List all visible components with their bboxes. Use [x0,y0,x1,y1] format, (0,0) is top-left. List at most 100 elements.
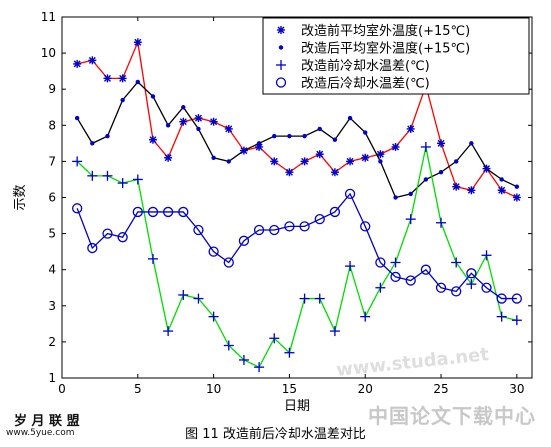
marker-circle [496,293,507,304]
marker-dot [499,177,504,182]
y-tick-label: 9 [48,82,56,96]
y-tick-label: 5 [48,227,56,241]
marker-dot [272,133,277,139]
x-axis-label: 日期 [284,399,310,414]
series-4-point [178,206,189,218]
series-3-point [72,156,83,167]
series-3-point [147,253,158,264]
series-2-point [74,115,80,121]
y-tick-label: 1 [48,371,56,385]
series-1-point [103,74,112,83]
marker-dot [287,133,292,139]
series-4-point [511,293,522,304]
series-4-point [360,221,371,232]
series-2-point [135,79,141,85]
series-1-point [224,124,233,133]
x-tick-label: 5 [134,382,142,396]
series-2-point [499,177,504,182]
series-4-point [162,206,174,218]
x-tick-label: 0 [58,382,66,396]
legend-marker-2 [278,45,284,50]
series-4-point [481,282,492,293]
series-1-point [148,135,157,144]
x-tick-label: 10 [206,382,221,396]
marker-dot [241,148,247,153]
y-tick-label: 2 [48,335,56,349]
marker-stroke [361,154,369,162]
marker-circle [72,203,83,214]
marker-stroke [179,118,187,126]
marker-stroke [513,194,521,201]
series-2-point [332,137,338,142]
series-4-point [117,232,128,243]
marker-stroke [210,118,218,126]
series-2-point [181,105,186,110]
series-1-point [315,150,324,159]
marker-stroke [331,168,339,176]
series-4-point [299,221,310,232]
marker-dot [105,133,110,139]
series-2-point [423,177,429,182]
series-4-point [238,235,250,246]
marker-dot [74,115,80,121]
series-3-point [208,311,219,322]
series-3-point [511,315,522,326]
legend-marker-1 [277,26,285,34]
series-2-point [484,166,489,171]
marker-circle [147,206,159,218]
series-4-point [466,268,477,279]
series-3-point [436,217,447,228]
series-line-4 [76,192,517,300]
marker-stroke [164,154,172,162]
marker-stroke [103,74,111,82]
series-2-point [150,94,156,99]
series-1-point [376,150,385,159]
series-2-point [393,195,398,200]
marker-dot [256,141,262,146]
marker-circle [102,228,113,239]
x-tick-label: 25 [433,382,448,396]
series-3-point [420,141,431,152]
x-tick-label: 30 [509,382,524,396]
marker-dot [90,141,95,146]
series-1-point [406,124,415,133]
figure-caption: 图 11 改造前后冷却水温差对比 [185,427,366,442]
series-1-point [361,153,370,162]
marker-dot [484,166,489,171]
series-4-point [147,206,159,218]
legend-marker-4 [275,77,287,88]
marker-circle [420,264,432,275]
series-3-point [193,293,204,304]
series-3-point [132,174,143,185]
marker-circle [238,235,250,246]
series-4-point [390,271,401,283]
series-3-point [329,326,340,337]
series-4-point [314,214,325,225]
series-line-2 [76,81,518,199]
marker-dot [302,133,307,139]
series-3-point [360,311,371,322]
series-2-point [256,141,262,146]
series-3-point [390,257,401,268]
y-tick-label: 7 [48,154,56,168]
marker-stroke [88,56,96,64]
series-4-point [87,242,98,254]
marker-circle [193,224,204,236]
series-4-point [405,275,416,286]
series-1-point [209,117,218,126]
series-4-point [451,286,462,297]
series-1-point [179,117,188,126]
marker-circle [178,206,189,218]
series-4-point [253,224,265,236]
marker-circle [360,221,371,232]
series-2-point [408,191,413,197]
series-1-point [285,168,294,177]
marker-stroke [270,157,278,165]
y-tick-label: 8 [48,118,56,132]
series-3-point [178,289,189,300]
series-3-point [87,170,98,181]
series-1-point [118,74,127,83]
marker-circle [269,224,280,236]
marker-dot [363,130,368,135]
marker-stroke [149,136,157,144]
